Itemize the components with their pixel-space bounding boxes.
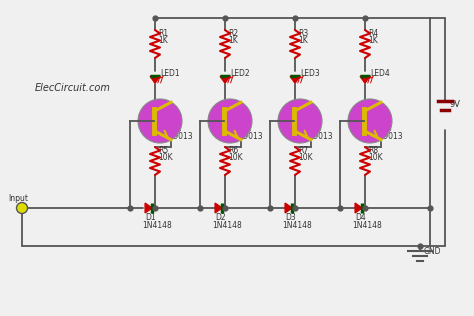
Text: ElecCircuit.com: ElecCircuit.com — [35, 83, 111, 93]
Text: D1: D1 — [145, 213, 155, 222]
Polygon shape — [145, 203, 152, 213]
Text: D2: D2 — [215, 213, 226, 222]
Polygon shape — [360, 76, 370, 83]
Circle shape — [208, 99, 252, 143]
Text: 10K: 10K — [298, 153, 313, 162]
Text: 10K: 10K — [368, 153, 383, 162]
Polygon shape — [285, 203, 292, 213]
Text: R5: R5 — [158, 146, 168, 155]
Text: 1K: 1K — [368, 36, 378, 45]
Circle shape — [348, 99, 392, 143]
Text: R8: R8 — [368, 146, 378, 155]
Text: 1N4148: 1N4148 — [142, 221, 172, 230]
Polygon shape — [220, 76, 230, 83]
Text: R2: R2 — [228, 29, 238, 38]
Text: C9013: C9013 — [169, 132, 193, 141]
Text: LED1: LED1 — [160, 69, 180, 78]
Polygon shape — [290, 76, 300, 83]
Text: Q4: Q4 — [382, 124, 393, 133]
Circle shape — [17, 203, 27, 214]
Text: Q1: Q1 — [172, 124, 182, 133]
Text: Q2: Q2 — [242, 124, 253, 133]
Text: LED2: LED2 — [230, 69, 250, 78]
Text: Input: Input — [8, 194, 28, 203]
Text: 10K: 10K — [228, 153, 243, 162]
Text: LED4: LED4 — [370, 69, 390, 78]
Text: R3: R3 — [298, 29, 308, 38]
Text: C9013: C9013 — [309, 132, 334, 141]
Polygon shape — [355, 203, 362, 213]
Text: LED3: LED3 — [300, 69, 320, 78]
Text: 9V: 9V — [450, 100, 461, 109]
Polygon shape — [150, 76, 160, 83]
Circle shape — [138, 99, 182, 143]
Text: 1K: 1K — [298, 36, 308, 45]
Text: 10K: 10K — [158, 153, 173, 162]
Text: R6: R6 — [228, 146, 238, 155]
Text: 1K: 1K — [158, 36, 168, 45]
Circle shape — [278, 99, 322, 143]
Text: 1N4148: 1N4148 — [352, 221, 382, 230]
Polygon shape — [215, 203, 222, 213]
Text: R4: R4 — [368, 29, 378, 38]
Text: R7: R7 — [298, 146, 308, 155]
Text: D4: D4 — [355, 213, 366, 222]
Text: C9013: C9013 — [239, 132, 264, 141]
Text: 1N4148: 1N4148 — [212, 221, 242, 230]
Text: GND: GND — [424, 247, 441, 256]
Text: R1: R1 — [158, 29, 168, 38]
Text: C9013: C9013 — [379, 132, 404, 141]
Text: 1N4148: 1N4148 — [282, 221, 312, 230]
Text: Q3: Q3 — [312, 124, 323, 133]
Text: D3: D3 — [285, 213, 296, 222]
Text: 1K: 1K — [228, 36, 238, 45]
